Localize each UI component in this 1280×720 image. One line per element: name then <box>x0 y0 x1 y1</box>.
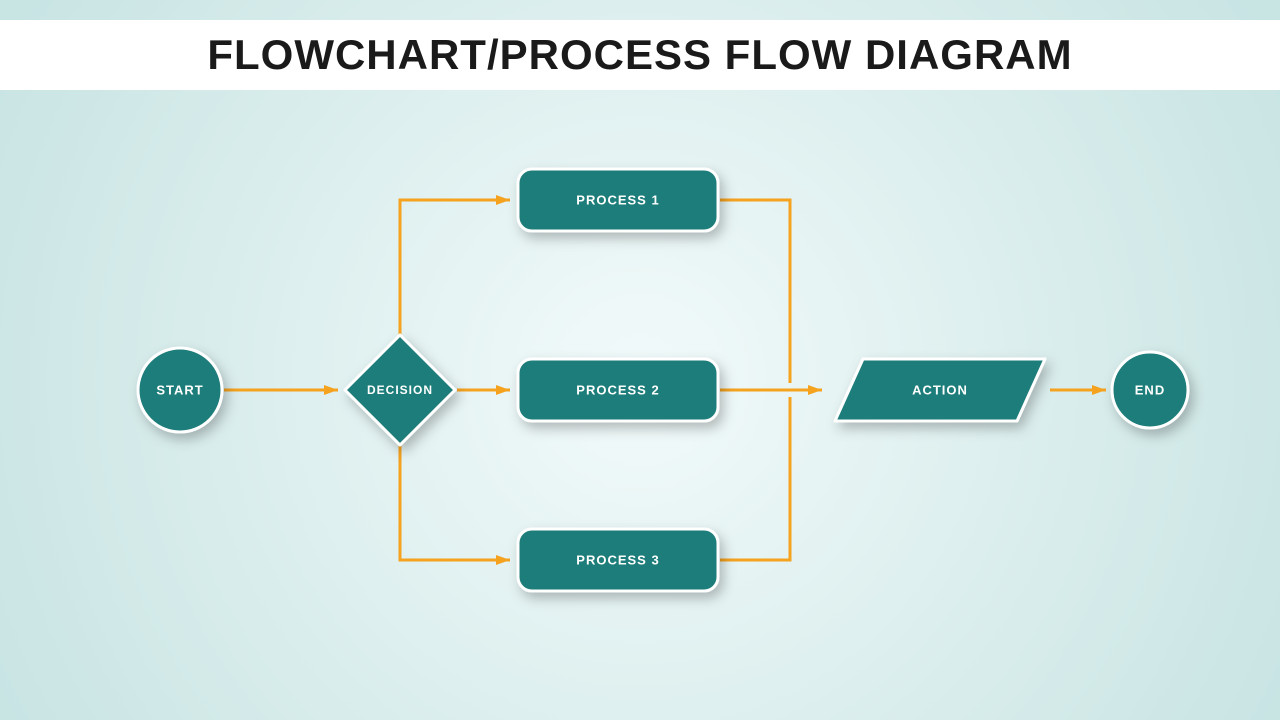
page-title: FLOWCHART/PROCESS FLOW DIAGRAM <box>207 31 1072 79</box>
node-label-p1: PROCESS 1 <box>576 192 659 207</box>
edge <box>720 397 790 560</box>
node-label-p2: PROCESS 2 <box>576 382 659 397</box>
title-bar: FLOWCHART/PROCESS FLOW DIAGRAM <box>0 20 1280 90</box>
nodes-layer: START DECISION PROCESS 1 PROCESS 2 PROCESS 3… <box>138 169 1188 591</box>
flowchart-svg: START DECISION PROCESS 1 PROCESS 2 PROCESS 3… <box>0 0 1280 720</box>
node-label-start: START <box>156 382 203 397</box>
edge <box>720 200 790 383</box>
node-label-p3: PROCESS 3 <box>576 552 659 567</box>
node-label-action: ACTION <box>912 382 968 397</box>
diagram-stage: START DECISION PROCESS 1 PROCESS 2 PROCESS 3… <box>0 0 1280 720</box>
edge <box>400 200 510 335</box>
edge <box>400 445 510 560</box>
node-label-end: END <box>1135 382 1165 397</box>
node-label-decision: DECISION <box>367 383 433 397</box>
